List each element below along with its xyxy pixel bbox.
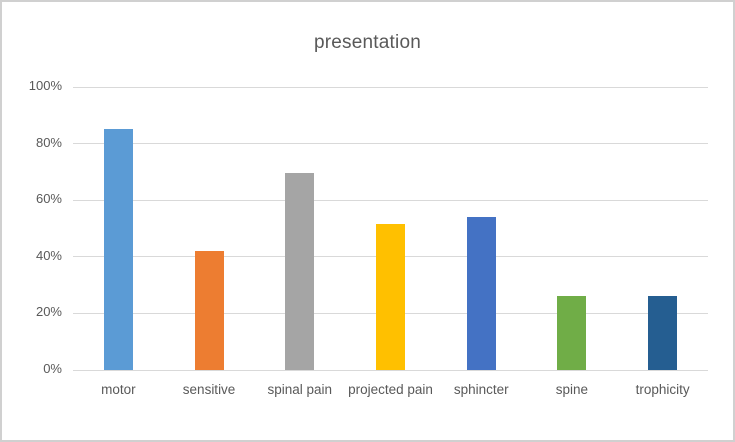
chart-title: presentation bbox=[314, 32, 421, 53]
x-label-motor: motor bbox=[101, 382, 136, 397]
gridline-0% bbox=[73, 369, 708, 371]
y-tick-label-0%: 0% bbox=[43, 361, 62, 376]
bar-spinal-pain bbox=[285, 173, 315, 370]
gridline-100% bbox=[73, 86, 708, 88]
bar-sensitive bbox=[194, 251, 224, 370]
bar-sphincter bbox=[466, 217, 496, 370]
y-tick-label-100%: 100% bbox=[28, 78, 62, 93]
y-tick-label-60%: 60% bbox=[35, 191, 62, 207]
x-label-sensitive: sensitive bbox=[182, 382, 236, 397]
bar-trophicity bbox=[648, 296, 678, 370]
x-label-trophicity: trophicity bbox=[635, 382, 690, 397]
plot-area bbox=[73, 86, 708, 371]
bar-spine bbox=[557, 296, 587, 370]
x-label-sphincter: sphincter bbox=[453, 382, 509, 397]
x-label-spine: spine bbox=[555, 382, 589, 397]
gridline-80% bbox=[73, 143, 708, 145]
x-label-projected-pain: projected pain bbox=[348, 382, 433, 397]
x-label-spinal-pain: spinal pain bbox=[267, 382, 333, 397]
y-tick-label-40%: 40% bbox=[35, 247, 62, 263]
bar-projected-pain bbox=[376, 224, 405, 370]
y-tick-label-80%: 80% bbox=[35, 134, 62, 150]
gridline-60% bbox=[73, 199, 708, 201]
y-tick-label-20%: 20% bbox=[35, 304, 62, 320]
bar-motor bbox=[103, 129, 133, 370]
